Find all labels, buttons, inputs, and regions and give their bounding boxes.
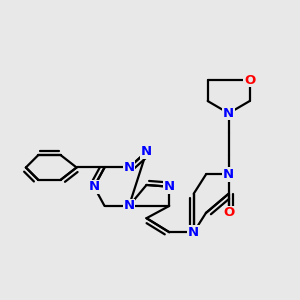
Text: N: N xyxy=(88,180,100,193)
Text: N: N xyxy=(141,145,152,158)
Text: O: O xyxy=(244,74,255,87)
Text: N: N xyxy=(124,161,135,174)
Text: N: N xyxy=(164,180,175,193)
Text: N: N xyxy=(223,168,234,181)
Text: N: N xyxy=(124,200,135,212)
Text: N: N xyxy=(188,226,199,239)
Text: O: O xyxy=(223,206,234,219)
Text: N: N xyxy=(223,107,234,120)
